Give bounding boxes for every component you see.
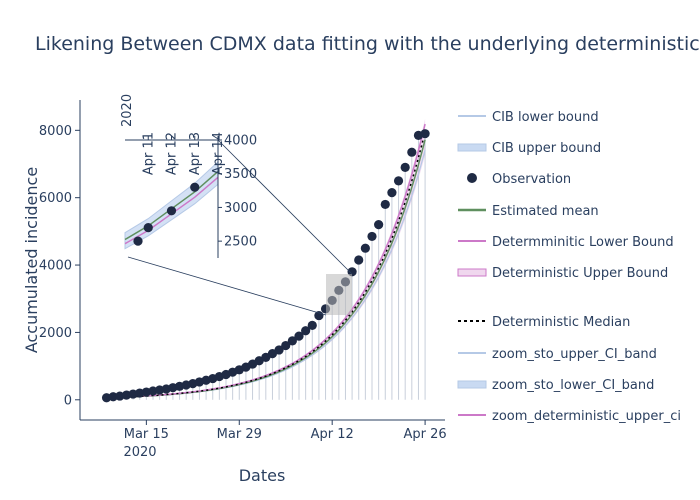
legend-item: zoom_sto_upper_CI_band xyxy=(458,347,657,362)
observation-point xyxy=(407,147,417,157)
legend-label: CIB upper bound xyxy=(492,141,601,156)
zoom-region-box xyxy=(326,274,352,315)
legend-item: Estimated mean xyxy=(458,204,599,219)
legend-label: CIB lower bound xyxy=(492,110,599,125)
observation-point xyxy=(393,176,404,186)
observation-point xyxy=(274,345,284,355)
observation-point xyxy=(367,231,377,242)
deterministic-median-line xyxy=(106,131,426,399)
y-tick-label: 6000 xyxy=(39,191,72,206)
observation-point xyxy=(387,188,397,198)
x-axis-label: Dates xyxy=(239,466,286,485)
inset-y-tick-label: 2500 xyxy=(224,235,257,250)
inset-observation-point xyxy=(166,206,177,216)
legend-swatch-band xyxy=(457,380,487,389)
observation-point xyxy=(307,320,317,330)
inset-observation-point xyxy=(190,182,200,192)
inset-y-tick-label: 4000 xyxy=(224,134,257,149)
legend-label: Observation xyxy=(492,172,571,187)
legend-item: zoom_sto_lower_CI_band xyxy=(457,378,654,393)
main-series-lines xyxy=(106,118,426,399)
inset-x-tick-label: Apr 13 xyxy=(188,132,203,175)
legend-item: zoom_deterministic_upper_ci xyxy=(458,409,681,424)
x-tick-label: Mar 29 xyxy=(217,427,262,442)
observation-point xyxy=(380,199,390,210)
y-tick-label: 4000 xyxy=(39,259,72,274)
observation-point xyxy=(287,336,297,346)
observation-point xyxy=(360,243,370,253)
legend-label: zoom_deterministic_upper_ci xyxy=(492,409,681,424)
y-tick-label: 2000 xyxy=(39,326,72,341)
y-axis-label: Accumulated incidence xyxy=(22,167,41,353)
legend-label: zoom_sto_upper_CI_band xyxy=(492,347,657,362)
observation-point xyxy=(420,129,430,139)
observation-point xyxy=(400,162,410,172)
y-tick-label: 8000 xyxy=(39,124,72,139)
inset-x-tick-label: Apr 11 xyxy=(141,132,156,175)
inset-observation-point xyxy=(143,223,153,233)
x-tick-label: Apr 12 xyxy=(311,427,354,442)
inset-x-tick-label: Apr 14 xyxy=(211,132,226,175)
observation-point xyxy=(108,392,118,402)
observation-point xyxy=(354,255,364,265)
observation-point xyxy=(301,326,311,336)
y-tick-label: 0 xyxy=(64,393,72,408)
legend: CIB lower bound CIB upper bound Observatio… xyxy=(457,110,681,424)
inset-observation-points xyxy=(133,182,200,246)
zoom-connector-lower xyxy=(127,256,327,316)
inset-y-tick-label: 3000 xyxy=(224,201,257,216)
y-axis-ticks: 0 2000 4000 6000 8000 xyxy=(39,124,80,408)
x-tick-label: Apr 26 xyxy=(404,427,447,442)
observation-point xyxy=(374,220,384,230)
observation-point xyxy=(281,340,291,351)
legend-label: Deterministic Upper Bound xyxy=(492,266,668,281)
x-tick-year: 2020 xyxy=(123,445,156,460)
legend-item: Deterministic Median xyxy=(458,315,630,330)
x-axis-ticks: Mar 15 Mar 29 Apr 12 Apr 26 xyxy=(124,420,447,442)
inset-y-tick-label: 3500 xyxy=(224,167,257,182)
legend-label: Deterministic Median xyxy=(492,315,630,330)
observation-point xyxy=(294,331,304,341)
main-observation-points xyxy=(101,129,430,403)
legend-label: Estimated mean xyxy=(492,204,599,219)
inset-x-ticks: Apr 11 Apr 12 Apr 13 Apr 14 xyxy=(141,132,226,175)
inset-x-tick-label: Apr 12 xyxy=(165,132,180,175)
zoom-connector-upper xyxy=(217,139,353,275)
legend-item: CIB lower bound xyxy=(458,110,599,125)
inset-observation-point xyxy=(133,236,143,246)
legend-item: Determminitic Lower Bound xyxy=(458,235,674,250)
legend-swatch-band xyxy=(457,268,487,277)
x-tick-label: Mar 15 xyxy=(124,427,169,442)
legend-label: zoom_sto_lower_CI_band xyxy=(492,378,654,393)
legend-item: Observation xyxy=(467,172,571,187)
legend-swatch-band xyxy=(457,143,487,152)
chart-title: Likening Between CDMX data fitting with … xyxy=(35,33,700,55)
legend-swatch-marker xyxy=(467,173,477,183)
legend-label: Determminitic Lower Bound xyxy=(492,235,674,250)
legend-item: Deterministic Upper Bound xyxy=(457,266,668,281)
inset-x-tick-year: 2020 xyxy=(120,94,135,127)
legend-item: CIB upper bound xyxy=(457,141,601,156)
inset-y-ticks: 2500 3000 3500 4000 xyxy=(218,134,257,250)
